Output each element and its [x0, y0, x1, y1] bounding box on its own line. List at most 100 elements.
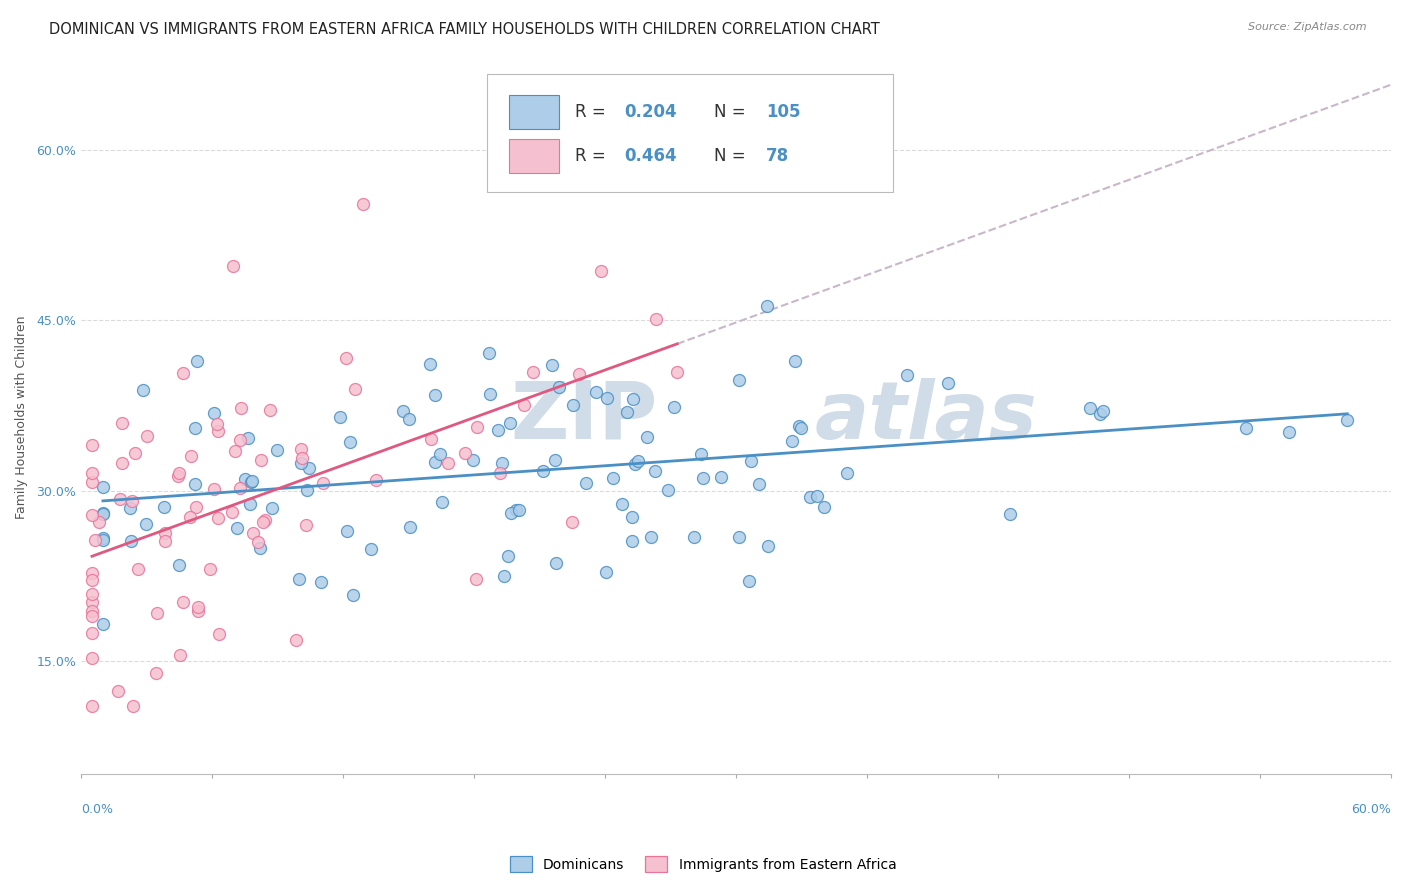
Point	[1078, 401, 1101, 416]
Point	[790, 421, 813, 435]
Point	[180, 449, 202, 463]
Text: ZIP: ZIP	[510, 378, 658, 456]
Point	[596, 391, 619, 405]
Point	[249, 453, 271, 467]
Point	[1090, 407, 1112, 421]
Point	[228, 433, 250, 447]
Point	[238, 431, 260, 445]
Point	[627, 454, 650, 468]
Point	[187, 600, 209, 615]
Point	[692, 471, 714, 485]
Point	[799, 490, 821, 504]
Point	[80, 699, 103, 714]
Text: N =: N =	[714, 103, 751, 120]
Point	[82, 651, 104, 665]
Point	[249, 541, 271, 555]
Point	[132, 383, 155, 397]
Point	[295, 517, 318, 532]
Text: R =: R =	[575, 147, 612, 165]
Point	[240, 474, 263, 488]
Point	[80, 605, 103, 619]
Point	[198, 562, 221, 576]
Point	[239, 497, 262, 511]
Point	[309, 574, 332, 589]
Point	[342, 588, 364, 602]
Point	[612, 497, 634, 511]
Point	[153, 525, 176, 540]
Point	[575, 475, 598, 490]
Point	[169, 466, 191, 480]
Point	[644, 464, 666, 478]
Point	[80, 508, 103, 523]
Point	[89, 515, 111, 529]
Point	[336, 524, 359, 538]
Point	[501, 506, 523, 520]
Point	[683, 530, 706, 544]
Text: N =: N =	[714, 147, 751, 165]
Point	[738, 574, 761, 589]
Point	[758, 540, 780, 554]
Point	[120, 534, 142, 549]
Point	[429, 447, 451, 461]
Point	[813, 500, 835, 515]
Point	[936, 376, 959, 391]
Point	[121, 494, 143, 508]
Point	[80, 609, 103, 624]
Point	[489, 466, 512, 480]
Point	[591, 263, 613, 277]
Point	[155, 533, 177, 548]
Point	[118, 501, 141, 516]
Text: 78: 78	[766, 147, 789, 165]
Point	[252, 515, 274, 529]
Point	[91, 507, 114, 521]
Point	[505, 502, 527, 516]
Point	[419, 432, 441, 446]
Point	[80, 437, 103, 451]
Point	[262, 500, 284, 515]
Point	[339, 434, 361, 449]
Point	[287, 572, 309, 586]
Point	[419, 358, 441, 372]
Point	[291, 450, 314, 465]
Point	[496, 549, 519, 564]
Point	[621, 509, 644, 524]
Point	[640, 530, 662, 544]
Point	[80, 594, 103, 608]
Point	[423, 455, 446, 469]
Point	[225, 521, 247, 535]
Point	[253, 513, 276, 527]
Text: 0.0%: 0.0%	[82, 803, 112, 815]
Point	[80, 574, 103, 588]
FancyBboxPatch shape	[486, 74, 893, 192]
Point	[329, 410, 352, 425]
Point	[91, 531, 114, 545]
Point	[111, 456, 134, 470]
Point	[461, 453, 484, 467]
Point	[202, 406, 225, 420]
Point	[432, 495, 454, 509]
Point	[492, 568, 515, 582]
Point	[266, 442, 288, 457]
Point	[568, 367, 591, 381]
Point	[184, 477, 207, 491]
Point	[344, 382, 367, 396]
Point	[423, 388, 446, 402]
Point	[127, 562, 149, 576]
Point	[755, 299, 778, 313]
Point	[84, 533, 107, 548]
Point	[204, 482, 226, 496]
Point	[624, 457, 647, 471]
Point	[620, 533, 643, 548]
Point	[644, 312, 666, 326]
Text: R =: R =	[575, 103, 612, 120]
Point	[544, 557, 567, 571]
Legend: Dominicans, Immigrants from Eastern Africa: Dominicans, Immigrants from Eastern Afri…	[505, 851, 901, 878]
Point	[787, 419, 810, 434]
Point	[392, 404, 415, 418]
Point	[364, 473, 387, 487]
Point	[167, 558, 190, 572]
Point	[135, 516, 157, 531]
Point	[465, 572, 488, 586]
Point	[80, 566, 103, 581]
Point	[561, 515, 583, 529]
